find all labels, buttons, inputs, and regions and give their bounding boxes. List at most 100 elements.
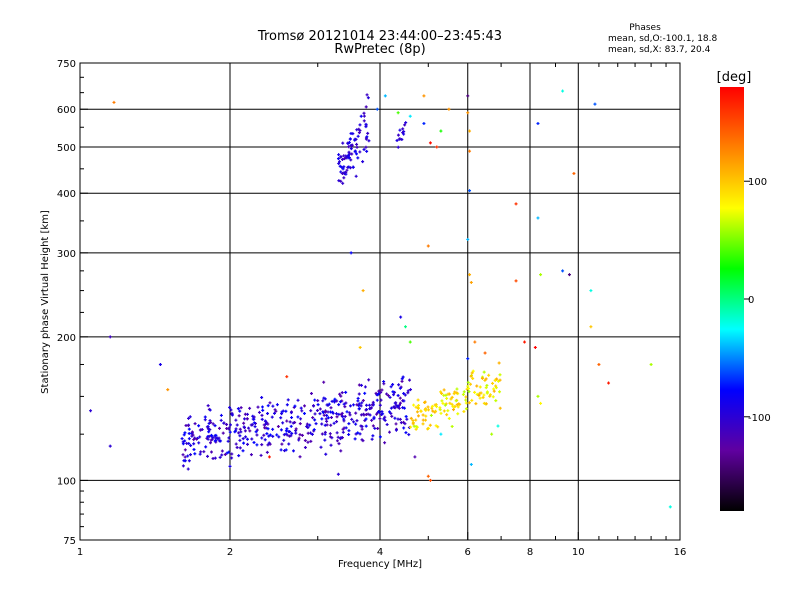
echo-point xyxy=(337,403,341,407)
echo-point xyxy=(408,425,412,429)
echo-point xyxy=(607,381,611,385)
echo-point xyxy=(325,419,329,423)
echo-point xyxy=(385,392,389,396)
echo-point xyxy=(402,132,406,136)
echo-point xyxy=(467,401,471,405)
echo-point xyxy=(396,145,400,149)
x-tick-label: 8 xyxy=(527,547,533,558)
echo-point xyxy=(539,401,543,405)
echo-point xyxy=(303,439,307,443)
echo-point xyxy=(335,415,339,419)
echo-point xyxy=(470,371,474,375)
echo-point xyxy=(260,405,264,409)
echo-point xyxy=(416,414,420,418)
echo-point xyxy=(396,417,400,421)
echo-point xyxy=(235,423,239,427)
echo-point xyxy=(266,427,270,431)
echo-point xyxy=(466,237,470,241)
echo-point xyxy=(306,425,310,429)
echo-point xyxy=(378,403,382,407)
echo-point xyxy=(344,170,348,174)
y-tick-label: 750 xyxy=(57,59,76,70)
echo-point xyxy=(412,403,416,407)
echo-point xyxy=(478,385,482,389)
echo-point xyxy=(192,438,196,442)
echo-point xyxy=(396,111,400,115)
echo-point xyxy=(475,392,479,396)
echo-point xyxy=(348,166,352,170)
echo-point xyxy=(236,407,240,411)
echo-point xyxy=(450,424,454,428)
echo-point xyxy=(339,179,343,183)
echo-point xyxy=(467,390,471,394)
echo-point xyxy=(455,387,459,391)
echo-point xyxy=(408,114,412,118)
echo-point xyxy=(496,424,500,428)
echo-point xyxy=(423,408,427,412)
echo-point xyxy=(206,435,210,439)
echo-point xyxy=(308,423,312,427)
echo-point xyxy=(283,449,287,453)
y-tick-label: 75 xyxy=(63,536,76,547)
echo-point xyxy=(456,405,460,409)
echo-point xyxy=(183,448,187,452)
echo-point xyxy=(494,384,498,388)
echo-point xyxy=(219,418,223,422)
echo-point xyxy=(360,401,364,405)
echo-point xyxy=(326,410,330,414)
echo-point xyxy=(227,450,231,454)
echo-point xyxy=(238,446,242,450)
echo-point xyxy=(422,122,426,126)
echo-point xyxy=(206,454,210,458)
echo-point xyxy=(371,424,375,428)
echo-point xyxy=(336,157,340,161)
echo-point xyxy=(364,105,368,109)
echo-point xyxy=(361,398,365,402)
echo-point xyxy=(291,421,295,425)
echo-point xyxy=(426,244,430,248)
echo-point xyxy=(386,394,390,398)
echo-point xyxy=(203,415,207,419)
echo-point xyxy=(280,442,284,446)
echo-point xyxy=(589,325,593,329)
x-tick-label: 16 xyxy=(674,547,687,558)
echo-point xyxy=(206,437,210,441)
echo-point xyxy=(393,416,397,420)
echo-point xyxy=(469,280,473,284)
echo-point xyxy=(329,406,333,410)
echo-point xyxy=(273,408,277,412)
echo-point xyxy=(311,416,315,420)
echo-point xyxy=(187,427,191,431)
echo-point xyxy=(197,441,201,445)
x-tick-label: 4 xyxy=(377,547,383,558)
echo-point xyxy=(376,427,380,431)
echo-point xyxy=(187,416,191,420)
echo-point xyxy=(421,422,425,426)
echo-point xyxy=(324,452,328,456)
echo-point xyxy=(341,414,345,418)
echo-point xyxy=(361,412,365,416)
echo-point xyxy=(241,449,245,453)
echo-point xyxy=(306,431,310,435)
echo-point xyxy=(181,464,185,468)
echo-point xyxy=(341,430,345,434)
echo-point xyxy=(412,424,416,428)
echo-point xyxy=(262,433,266,437)
echo-point xyxy=(439,129,443,133)
echo-point xyxy=(230,456,234,460)
echo-point xyxy=(464,407,468,411)
echo-point xyxy=(362,148,366,152)
y-tick-label: 500 xyxy=(57,143,76,154)
echo-point xyxy=(482,393,486,397)
echo-point xyxy=(280,410,284,414)
echo-point xyxy=(326,416,330,420)
echo-point xyxy=(281,421,285,425)
echo-point xyxy=(357,402,361,406)
echo-point xyxy=(414,418,418,422)
echo-point xyxy=(466,384,470,388)
echo-point xyxy=(349,158,353,162)
echo-point xyxy=(483,351,487,355)
echo-point xyxy=(597,362,601,366)
echo-point xyxy=(649,362,653,366)
